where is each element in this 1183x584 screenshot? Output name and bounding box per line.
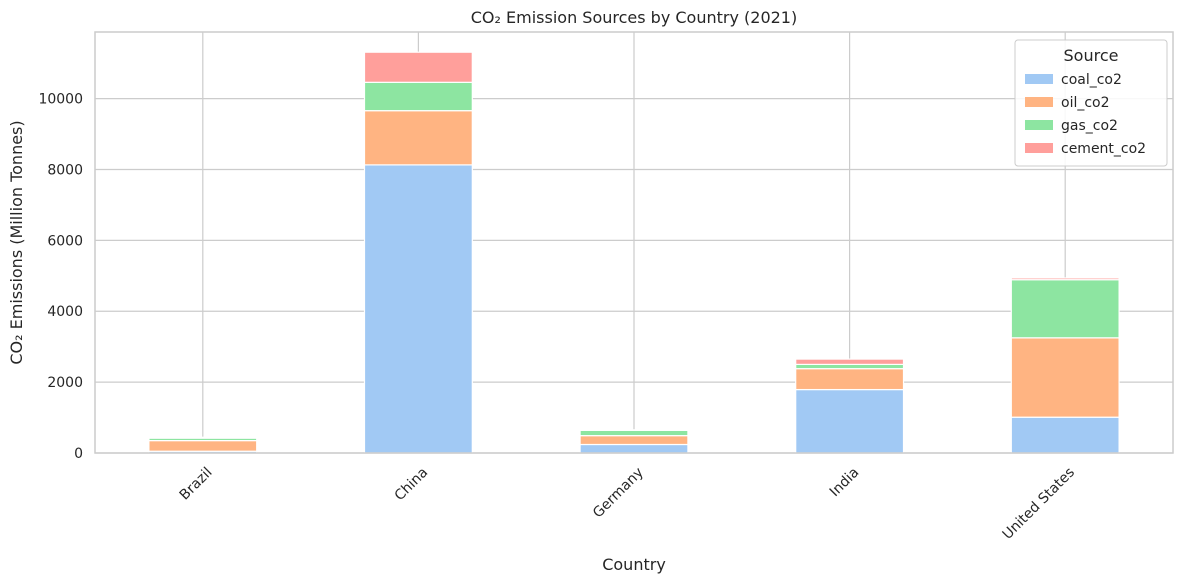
bar-gas_co2: [1010, 279, 1120, 339]
bar-oil_co2: [148, 439, 258, 452]
bar-gas_co2: [363, 81, 473, 112]
bar-cement_co2: [1010, 277, 1120, 281]
chart-title: CO₂ Emission Sources by Country (2021): [471, 8, 797, 27]
bar-gas_co2: [795, 363, 905, 370]
bar-coal_co2: [795, 388, 905, 454]
legend-swatch-cement_co2: [1025, 143, 1053, 153]
bar-cement_co2: [795, 358, 905, 366]
y-tick-label: 4000: [47, 304, 83, 320]
x-tick-label: Brazil: [177, 465, 216, 504]
y-tick-label: 8000: [47, 162, 83, 178]
y-tick-label: 6000: [47, 233, 83, 249]
bar-cement_co2: [148, 436, 258, 439]
bar-oil_co2: [363, 110, 473, 166]
x-axis-title: Country: [602, 555, 666, 574]
bars: [148, 51, 1120, 454]
legend-swatch-oil_co2: [1025, 97, 1053, 107]
bar-cement_co2: [363, 51, 473, 83]
y-tick-label: 0: [74, 446, 83, 462]
bar-oil_co2: [579, 435, 689, 446]
plot-frame: [94, 31, 1174, 454]
bar-oil_co2: [1010, 337, 1120, 418]
x-tick-label: United States: [1000, 465, 1078, 543]
legend-title: Source: [1064, 46, 1119, 65]
legend-swatch-coal_co2: [1025, 74, 1053, 84]
bar-coal_co2: [1010, 416, 1120, 454]
legend-label-cement_co2: cement_co2: [1061, 141, 1146, 157]
bar-coal_co2: [363, 164, 473, 454]
bar-oil_co2: [795, 368, 905, 391]
legend-frame: [1014, 39, 1168, 167]
legend-swatch-gas_co2: [1025, 120, 1053, 130]
x-tick-labels: Brazil China Germany India United States: [177, 465, 1078, 543]
x-tick-label: Germany: [590, 465, 647, 522]
x-tick-label: India: [827, 465, 863, 501]
legend-label-coal_co2: coal_co2: [1061, 72, 1122, 88]
legend-label-oil_co2: oil_co2: [1061, 95, 1110, 111]
bar-cement_co2: [579, 429, 689, 431]
x-tick-label: China: [392, 465, 432, 505]
bar-gas_co2: [579, 429, 689, 437]
y-tick-label: 2000: [47, 375, 83, 391]
y-tick-labels: 0 2000 4000 6000 8000 10000: [38, 92, 83, 462]
legend-label-gas_co2: gas_co2: [1061, 118, 1118, 134]
y-axis-title: CO₂ Emissions (Million Tonnes): [7, 120, 26, 364]
y-tick-label: 10000: [38, 92, 83, 108]
bar-coal_co2: [579, 443, 689, 454]
legend: Source coal_co2 oil_co2 gas_co2 cement_co2: [1014, 39, 1168, 167]
